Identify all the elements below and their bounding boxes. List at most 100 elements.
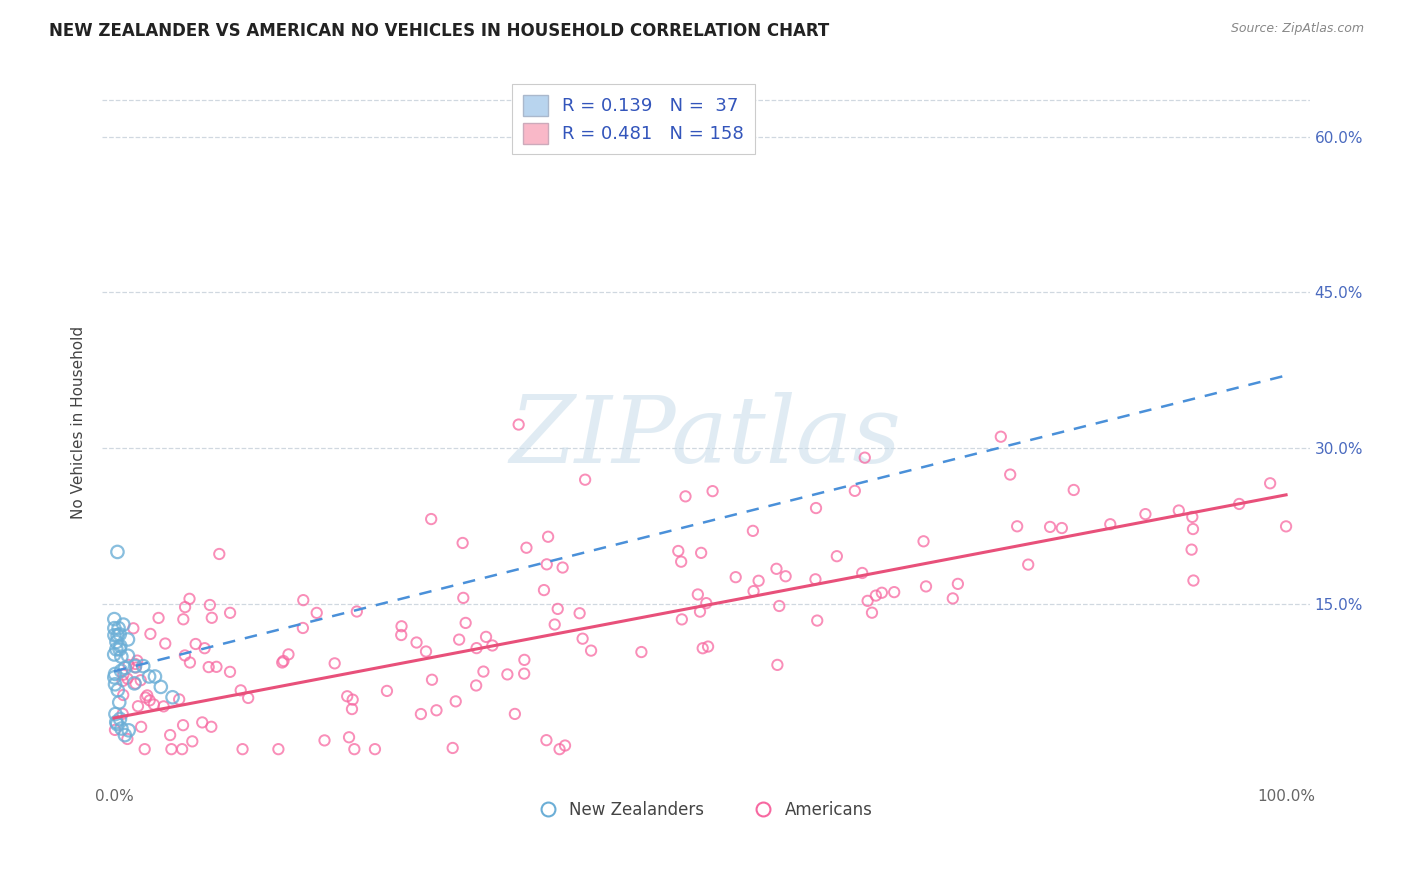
Point: [107, 683, 129, 698]
Point: [990, 430, 1012, 444]
Text: Source: ZipAtlas.com: Source: ZipAtlas.com: [1230, 22, 1364, 36]
Point: [883, 585, 905, 599]
Point: [547, 602, 569, 616]
Point: [375, 684, 398, 698]
Point: [124, 676, 146, 690]
Point: [191, 715, 214, 730]
Point: [449, 632, 471, 647]
Point: [346, 605, 368, 619]
Point: [117, 632, 139, 647]
Point: [765, 562, 787, 576]
Point: [825, 549, 848, 564]
Point: [103, 612, 125, 626]
Point: [444, 694, 467, 708]
Point: [420, 673, 443, 687]
Point: [305, 606, 328, 620]
Point: [481, 639, 503, 653]
Point: [391, 619, 413, 633]
Point: [389, 628, 412, 642]
Point: [198, 598, 221, 612]
Point: [1258, 476, 1281, 491]
Point: [314, 733, 336, 747]
Point: [454, 615, 477, 630]
Point: [669, 555, 692, 569]
Point: [323, 657, 346, 671]
Point: [915, 579, 938, 593]
Point: [149, 680, 172, 694]
Point: [453, 591, 475, 605]
Point: [277, 648, 299, 662]
Point: [124, 676, 146, 690]
Point: [1063, 483, 1085, 497]
Point: [420, 512, 443, 526]
Point: [337, 731, 360, 745]
Point: [536, 558, 558, 572]
Point: [579, 643, 602, 657]
Point: [167, 692, 190, 706]
Point: [405, 635, 427, 649]
Point: [912, 534, 935, 549]
Point: [472, 665, 495, 679]
Point: [697, 640, 720, 654]
Point: [194, 641, 217, 656]
Point: [114, 728, 136, 742]
Point: [110, 639, 132, 653]
Legend: New Zealanders, Americans: New Zealanders, Americans: [533, 795, 879, 826]
Point: [695, 596, 717, 610]
Point: [465, 641, 488, 656]
Point: [162, 690, 184, 705]
Point: [292, 593, 315, 607]
Point: [172, 612, 194, 626]
Point: [1227, 497, 1250, 511]
Point: [103, 648, 125, 662]
Point: [671, 612, 693, 626]
Point: [103, 628, 125, 642]
Text: NEW ZEALANDER VS AMERICAN NO VEHICLES IN HOUSEHOLD CORRELATION CHART: NEW ZEALANDER VS AMERICAN NO VEHICLES IN…: [49, 22, 830, 40]
Point: [475, 630, 498, 644]
Point: [465, 678, 488, 692]
Point: [1039, 520, 1062, 534]
Point: [441, 741, 464, 756]
Point: [124, 657, 146, 671]
Point: [122, 621, 145, 635]
Point: [112, 667, 135, 681]
Point: [117, 672, 139, 686]
Point: [155, 636, 177, 650]
Point: [205, 660, 228, 674]
Point: [159, 728, 181, 742]
Point: [134, 742, 156, 756]
Point: [110, 649, 132, 664]
Point: [112, 688, 135, 702]
Point: [748, 574, 770, 588]
Point: [105, 715, 128, 730]
Text: ZIPatlas: ZIPatlas: [510, 392, 901, 482]
Point: [1181, 542, 1204, 557]
Point: [273, 654, 295, 668]
Point: [229, 683, 252, 698]
Point: [148, 611, 170, 625]
Point: [124, 659, 146, 673]
Point: [117, 657, 139, 672]
Point: [111, 673, 134, 688]
Point: [105, 717, 128, 731]
Point: [1167, 503, 1189, 517]
Point: [179, 591, 201, 606]
Point: [804, 501, 827, 516]
Point: [536, 733, 558, 747]
Point: [160, 742, 183, 756]
Point: [1017, 558, 1039, 572]
Point: [107, 545, 129, 559]
Point: [844, 483, 866, 498]
Point: [108, 627, 131, 641]
Point: [108, 712, 131, 726]
Point: [172, 742, 194, 756]
Point: [152, 699, 174, 714]
Point: [568, 607, 591, 621]
Point: [105, 635, 128, 649]
Point: [174, 600, 197, 615]
Point: [513, 653, 536, 667]
Point: [343, 742, 366, 756]
Point: [201, 611, 224, 625]
Point: [342, 692, 364, 706]
Point: [104, 723, 127, 737]
